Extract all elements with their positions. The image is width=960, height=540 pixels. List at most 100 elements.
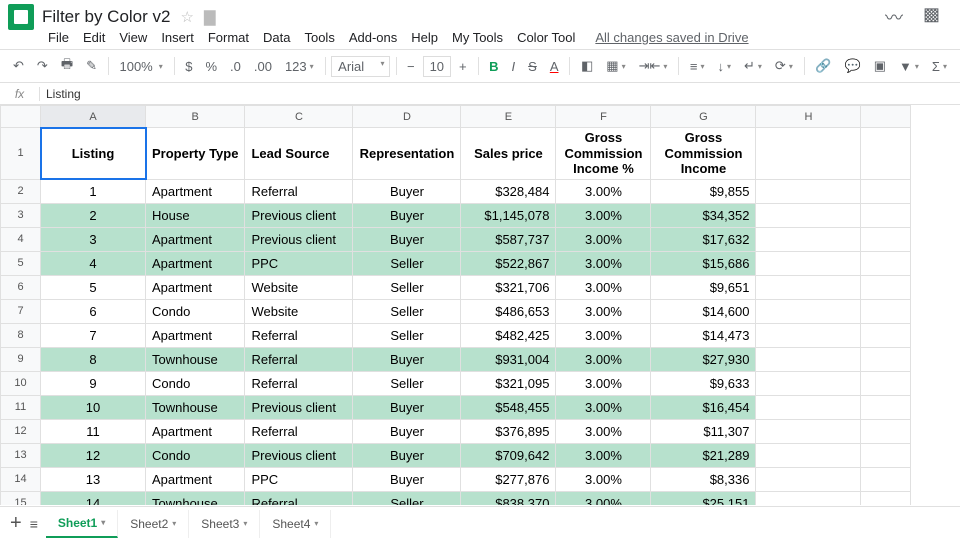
cell-F13[interactable]: 3.00%: [556, 443, 651, 467]
col-header-D[interactable]: D: [353, 106, 461, 128]
row-header-4[interactable]: 4: [1, 227, 41, 251]
cell-E10[interactable]: $321,095: [461, 371, 556, 395]
cell-B8[interactable]: Apartment: [146, 323, 245, 347]
cell-E15[interactable]: $838,370: [461, 491, 556, 505]
menu-color-tool[interactable]: Color Tool: [517, 30, 575, 45]
cell-E5[interactable]: $522,867: [461, 251, 556, 275]
cell-A2[interactable]: 1: [41, 179, 146, 203]
cell-A9[interactable]: 8: [41, 347, 146, 371]
cell-F2[interactable]: 3.00%: [556, 179, 651, 203]
decrease-font-button[interactable]: −: [402, 56, 420, 77]
cell-C6[interactable]: Website: [245, 275, 353, 299]
cell-G13[interactable]: $21,289: [651, 443, 756, 467]
col-header-E[interactable]: E: [461, 106, 556, 128]
cell-G4[interactable]: $17,632: [651, 227, 756, 251]
zoom-select[interactable]: 100%: [114, 56, 167, 77]
cell-D1[interactable]: Representation: [353, 128, 461, 180]
cell-C10[interactable]: Referral: [245, 371, 353, 395]
strike-button[interactable]: S: [523, 56, 542, 77]
cell-D13[interactable]: Buyer: [353, 443, 461, 467]
format-currency-button[interactable]: $: [180, 56, 197, 77]
fill-color-button[interactable]: ◧: [576, 55, 598, 77]
cell-B14[interactable]: Apartment: [146, 467, 245, 491]
col-header-A[interactable]: A: [41, 106, 146, 128]
cell-D2[interactable]: Buyer: [353, 179, 461, 203]
row-header-8[interactable]: 8: [1, 323, 41, 347]
cell-C9[interactable]: Referral: [245, 347, 353, 371]
cell-A8[interactable]: 7: [41, 323, 146, 347]
cell-G9[interactable]: $27,930: [651, 347, 756, 371]
cell-E6[interactable]: $321,706: [461, 275, 556, 299]
cell-A13[interactable]: 12: [41, 443, 146, 467]
paint-format-button[interactable]: ✎: [81, 55, 102, 77]
cell-F14[interactable]: 3.00%: [556, 467, 651, 491]
menu-edit[interactable]: Edit: [83, 30, 105, 45]
cell-C15[interactable]: Referral: [245, 491, 353, 505]
menu-my-tools[interactable]: My Tools: [452, 30, 503, 45]
cell-D9[interactable]: Buyer: [353, 347, 461, 371]
activity-icon[interactable]: 〰: [885, 4, 903, 30]
cell-C11[interactable]: Previous client: [245, 395, 353, 419]
menu-data[interactable]: Data: [263, 30, 290, 45]
row-header-15[interactable]: 15: [1, 491, 41, 505]
increase-decimal-button[interactable]: .00: [249, 56, 277, 77]
cell-C8[interactable]: Referral: [245, 323, 353, 347]
cell-G1[interactable]: Gross Commission Income: [651, 128, 756, 180]
font-size-input[interactable]: 10: [423, 56, 451, 77]
sheet-tab-sheet3[interactable]: Sheet3: [189, 510, 260, 538]
all-sheets-button[interactable]: ≡: [30, 516, 38, 532]
cell-F6[interactable]: 3.00%: [556, 275, 651, 299]
cell-F10[interactable]: 3.00%: [556, 371, 651, 395]
sheet-tab-sheet2[interactable]: Sheet2: [118, 510, 189, 538]
cell-F3[interactable]: 3.00%: [556, 203, 651, 227]
decrease-decimal-button[interactable]: .0: [225, 56, 246, 77]
sheet-tab-sheet4[interactable]: Sheet4: [260, 510, 331, 538]
cell-D5[interactable]: Seller: [353, 251, 461, 275]
cell-G11[interactable]: $16,454: [651, 395, 756, 419]
cell-E11[interactable]: $548,455: [461, 395, 556, 419]
cell-E8[interactable]: $482,425: [461, 323, 556, 347]
cell-G8[interactable]: $14,473: [651, 323, 756, 347]
cell-F8[interactable]: 3.00%: [556, 323, 651, 347]
row-header-6[interactable]: 6: [1, 275, 41, 299]
cell-G3[interactable]: $34,352: [651, 203, 756, 227]
merge-button[interactable]: ⇥⇤: [634, 55, 673, 77]
row-header-10[interactable]: 10: [1, 371, 41, 395]
link-button[interactable]: 🔗: [810, 55, 836, 77]
cell-A15[interactable]: 14: [41, 491, 146, 505]
add-sheet-button[interactable]: +: [10, 512, 22, 535]
cell-E2[interactable]: $328,484: [461, 179, 556, 203]
cell-B13[interactable]: Condo: [146, 443, 245, 467]
row-header-12[interactable]: 12: [1, 419, 41, 443]
col-header-G[interactable]: G: [651, 106, 756, 128]
cell-A5[interactable]: 4: [41, 251, 146, 275]
col-header-F[interactable]: F: [556, 106, 651, 128]
cell-C7[interactable]: Website: [245, 299, 353, 323]
menu-insert[interactable]: Insert: [161, 30, 194, 45]
menu-file[interactable]: File: [48, 30, 69, 45]
font-select[interactable]: Arial: [331, 56, 389, 77]
cell-G10[interactable]: $9,633: [651, 371, 756, 395]
cell-G7[interactable]: $14,600: [651, 299, 756, 323]
cell-F12[interactable]: 3.00%: [556, 419, 651, 443]
col-header-H[interactable]: H: [756, 106, 861, 128]
cell-D8[interactable]: Seller: [353, 323, 461, 347]
row-header-13[interactable]: 13: [1, 443, 41, 467]
undo-button[interactable]: ↶: [8, 55, 29, 77]
halign-button[interactable]: ≡: [685, 56, 710, 77]
cell-B2[interactable]: Apartment: [146, 179, 245, 203]
cell-F4[interactable]: 3.00%: [556, 227, 651, 251]
cell-G15[interactable]: $25,151: [651, 491, 756, 505]
cell-C13[interactable]: Previous client: [245, 443, 353, 467]
wrap-button[interactable]: ↵: [739, 55, 767, 77]
cell-C14[interactable]: PPC: [245, 467, 353, 491]
more-formats-button[interactable]: 123: [280, 56, 319, 77]
cell-B11[interactable]: Townhouse: [146, 395, 245, 419]
cell-F11[interactable]: 3.00%: [556, 395, 651, 419]
cell-A1[interactable]: Listing: [41, 128, 146, 180]
increase-font-button[interactable]: +: [454, 56, 472, 77]
valign-button[interactable]: ↓: [712, 56, 736, 77]
col-header-B[interactable]: B: [146, 106, 245, 128]
cell-B10[interactable]: Condo: [146, 371, 245, 395]
cell-A7[interactable]: 6: [41, 299, 146, 323]
